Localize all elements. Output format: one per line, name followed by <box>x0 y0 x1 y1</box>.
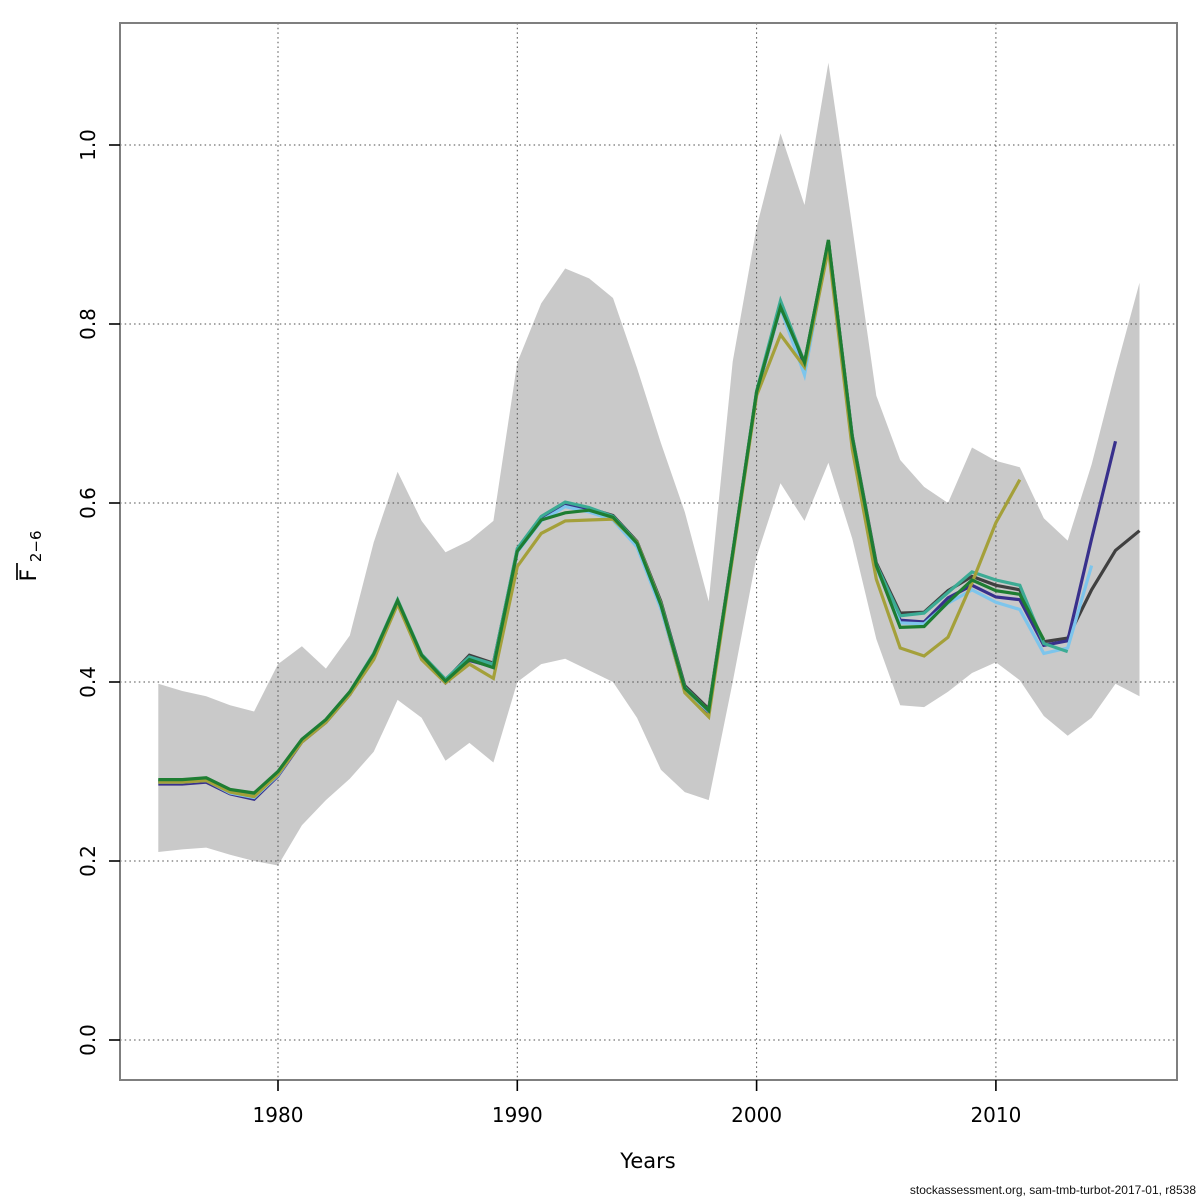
series-line-run-2011 <box>158 248 1022 799</box>
plot-border <box>119 22 1178 1081</box>
x-tick-label-2000: 2000 <box>731 1103 782 1127</box>
y-tick-label-0.6: 0.6 <box>76 487 100 519</box>
y-tick-label-0.8: 0.8 <box>76 308 100 340</box>
x-tick-label-1990: 1990 <box>492 1103 543 1127</box>
x-tick-label-1980: 1980 <box>253 1103 304 1127</box>
footer-attribution: stockassessment.org, sam-tmb-turbot-2017… <box>910 1183 1196 1197</box>
y-tick-label-0.4: 0.4 <box>76 666 100 698</box>
svg-text:F 2−6: F 2−6 <box>17 531 45 582</box>
x-tick-label-2010: 2010 <box>970 1103 1021 1127</box>
y-title-subscript: 2−6 <box>27 531 45 563</box>
confidence-band <box>158 62 1140 866</box>
series-layer <box>158 239 1141 801</box>
x-axis-title: Years <box>619 1149 675 1173</box>
y-axis-title: F 2−6 <box>16 531 45 582</box>
series-line-run-2012 <box>158 239 1046 795</box>
y-tick-label-0.2: 0.2 <box>76 845 100 877</box>
y-tick-label-1.0: 1.0 <box>76 129 100 161</box>
y-title-letter: F <box>17 569 42 582</box>
y-tick-label-0.0: 0.0 <box>76 1024 100 1056</box>
confidence-band-layer <box>158 62 1140 866</box>
axis-tick-layer: 1980 1990 2000 2010 0.0 0.2 0.4 0.6 0.8 1.0 <box>76 129 1021 1127</box>
